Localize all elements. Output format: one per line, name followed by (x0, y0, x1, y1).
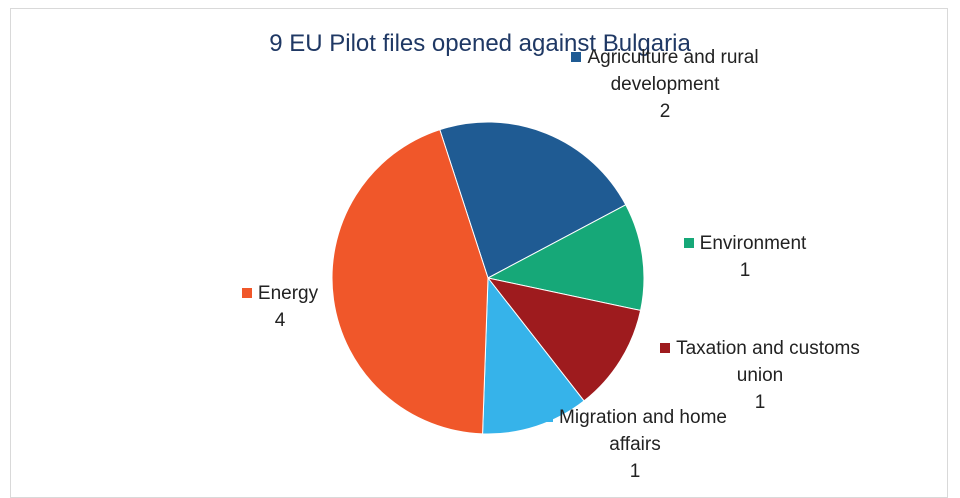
slice-name: Energy (257, 283, 319, 304)
pie-slice (439, 121, 627, 279)
label-marker (241, 288, 252, 298)
slice-value: 1 (739, 260, 751, 281)
label-marker (660, 343, 671, 353)
slice-label: Environment 1 (650, 230, 840, 284)
label-marker (683, 238, 694, 248)
slice-value: 4 (274, 310, 286, 331)
slice-label: Taxation and customs union 1 (660, 335, 860, 416)
chart-title: 9 EU Pilot files opened against Bulgaria (269, 30, 691, 57)
slice-label: Migration and home affairs 1 (530, 404, 740, 485)
pie-slice (486, 277, 642, 402)
chart (331, 121, 645, 435)
page: {"chart_data": {"type": "pie", "title": … (10, 8, 948, 498)
slice-label: Agriculture and rural development 2 (570, 44, 760, 125)
slice-name: Migration and home affairs (559, 407, 727, 455)
slice-name: Taxation and customs union (676, 338, 860, 386)
slice-name: Environment (699, 233, 807, 254)
slice-value: 2 (659, 101, 671, 122)
pie-slice (486, 204, 645, 312)
label-marker (543, 412, 554, 422)
pie-slice (331, 129, 489, 435)
pie-slice (482, 276, 585, 435)
slice-value: 1 (754, 392, 766, 413)
slice-name: Agriculture and rural development (587, 47, 759, 95)
slice-value: 1 (629, 461, 641, 482)
label-marker (571, 52, 582, 62)
slice-label: Energy 4 (200, 280, 360, 334)
